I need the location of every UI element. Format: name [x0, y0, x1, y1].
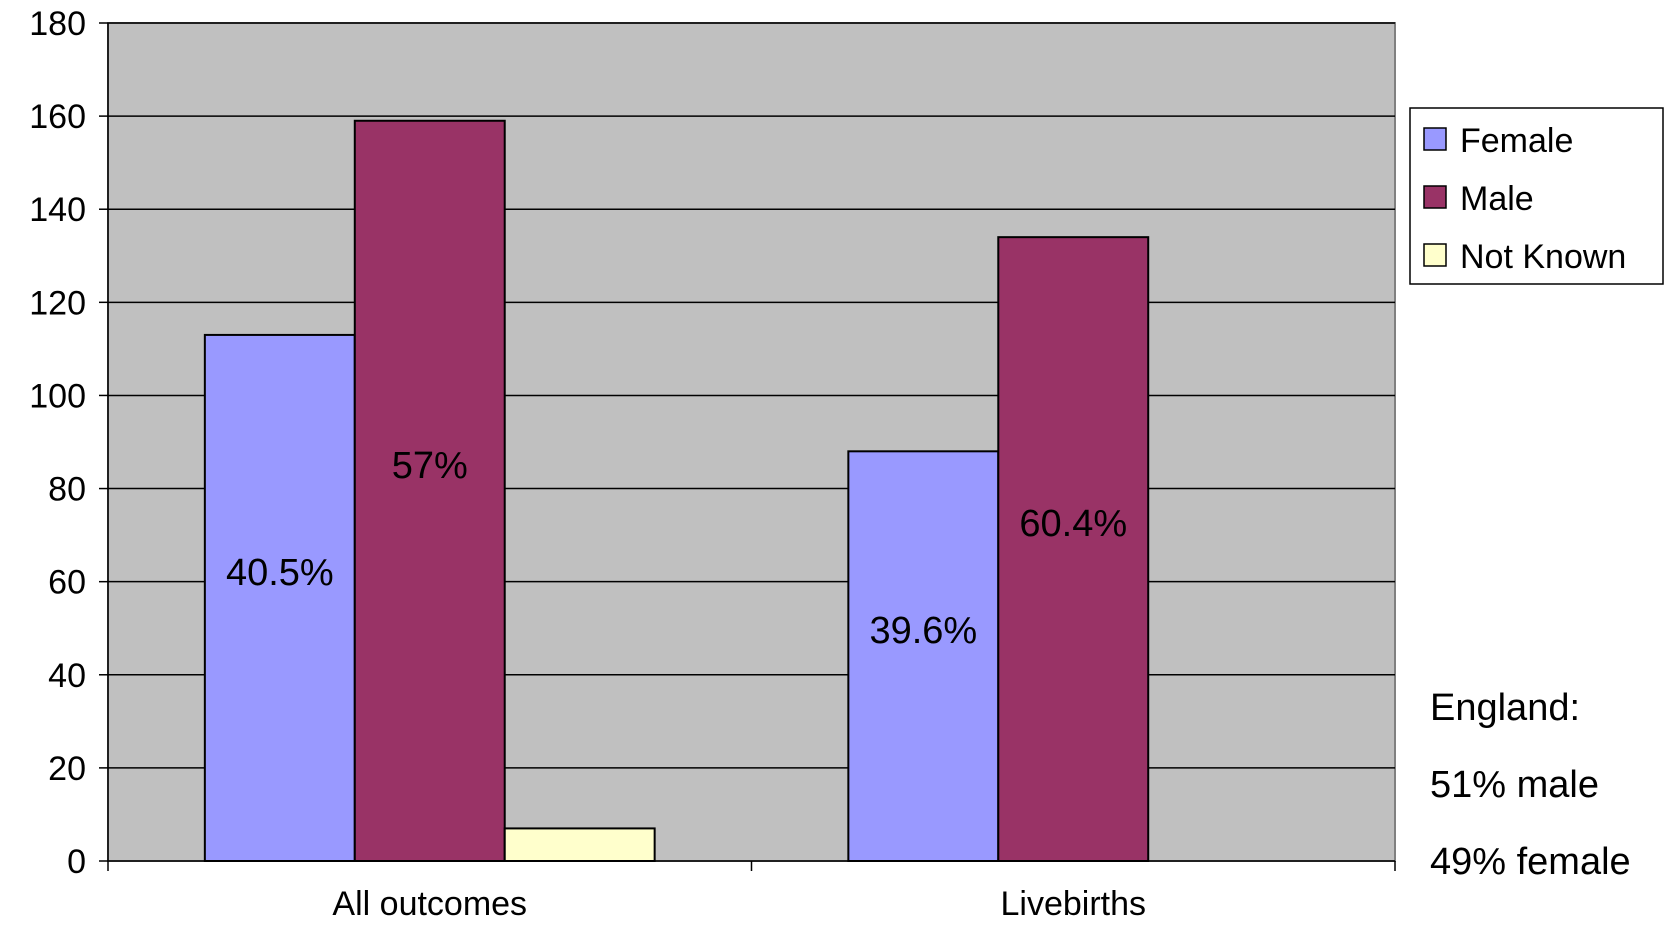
legend-label: Not Known — [1460, 238, 1626, 276]
y-tick-label: 80 — [48, 471, 86, 509]
legend: Female Male Not Known — [1409, 107, 1664, 285]
y-tick-label: 160 — [29, 98, 86, 136]
bar-female — [203, 333, 356, 862]
annotation-line: England: — [1430, 687, 1580, 729]
y-tick-label: 20 — [48, 750, 86, 788]
data-label: 60.4% — [1019, 503, 1127, 545]
axes: 0 20 40 60 80 100 120 140 160 180 All outcomes Live… — [29, 5, 1396, 923]
x-category-label: Livebirths — [1000, 885, 1146, 923]
y-tick-label: 120 — [29, 284, 86, 322]
bars — [203, 119, 1150, 863]
legend-swatch — [1423, 127, 1447, 151]
data-label: 40.5% — [226, 552, 334, 594]
annotation-line: 51% male — [1430, 764, 1599, 806]
data-label: 57% — [392, 445, 468, 487]
y-tick-label: 40 — [48, 657, 86, 695]
legend-label: Male — [1460, 180, 1534, 218]
bar-not-known — [503, 827, 656, 863]
legend-box — [1409, 107, 1664, 285]
y-tick-label: 60 — [48, 564, 86, 602]
legend-swatch — [1423, 185, 1447, 209]
annotation-line: 49% female — [1430, 841, 1631, 883]
y-tick-label: 140 — [29, 191, 86, 229]
data-labels: 40.5% 57% 39.6% 60.4% — [226, 445, 1127, 652]
y-tick-label: 0 — [67, 843, 86, 881]
y-tick-label: 180 — [29, 5, 86, 43]
bar-male — [997, 236, 1150, 862]
bar-female — [847, 450, 1000, 862]
x-category-label: All outcomes — [332, 885, 527, 923]
legend-label: Female — [1460, 122, 1573, 160]
data-label: 39.6% — [869, 610, 977, 652]
y-tick-label: 100 — [29, 377, 86, 415]
legend-swatch — [1423, 243, 1447, 267]
bar-male — [353, 119, 506, 863]
annotation: England: 51% male 49% female — [1430, 687, 1631, 883]
